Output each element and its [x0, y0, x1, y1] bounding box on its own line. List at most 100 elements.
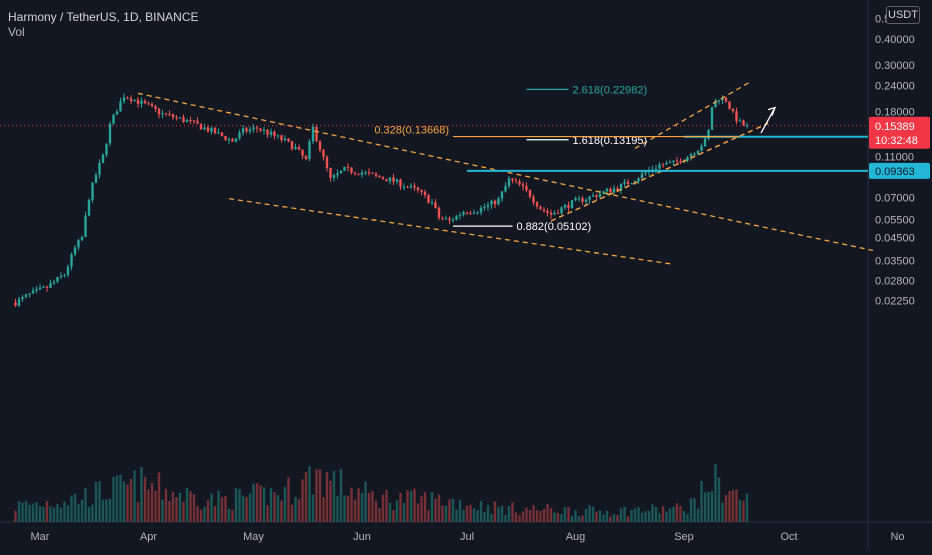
- candle[interactable]: [416, 186, 420, 193]
- candle[interactable]: [486, 201, 490, 211]
- candle[interactable]: [549, 209, 553, 219]
- candle[interactable]: [133, 99, 136, 102]
- candle[interactable]: [679, 158, 682, 165]
- candle[interactable]: [626, 178, 630, 186]
- candle[interactable]: [91, 181, 94, 203]
- candle[interactable]: [532, 194, 535, 206]
- candle[interactable]: [409, 183, 413, 190]
- candle[interactable]: [52, 279, 56, 286]
- candle[interactable]: [539, 205, 542, 210]
- candle[interactable]: [742, 119, 745, 127]
- candle[interactable]: [388, 177, 392, 185]
- candle[interactable]: [343, 166, 346, 172]
- candle[interactable]: [196, 117, 199, 124]
- candle[interactable]: [437, 206, 441, 221]
- candle[interactable]: [521, 181, 525, 191]
- candle[interactable]: [696, 150, 700, 156]
- candle[interactable]: [203, 123, 206, 131]
- candle[interactable]: [185, 118, 189, 123]
- candle[interactable]: [686, 155, 689, 163]
- candle[interactable]: [42, 285, 45, 289]
- candle[interactable]: [423, 189, 427, 199]
- candle[interactable]: [385, 178, 388, 182]
- candle[interactable]: [245, 126, 248, 134]
- candle[interactable]: [311, 123, 315, 144]
- candle[interactable]: [87, 198, 91, 217]
- candle[interactable]: [129, 95, 133, 105]
- candle[interactable]: [168, 110, 171, 117]
- candle[interactable]: [598, 189, 602, 199]
- candle[interactable]: [73, 245, 77, 257]
- candle[interactable]: [161, 109, 164, 119]
- candle[interactable]: [525, 182, 528, 193]
- candle[interactable]: [154, 104, 157, 112]
- candle[interactable]: [122, 93, 126, 104]
- candle[interactable]: [259, 128, 262, 133]
- candle[interactable]: [269, 128, 273, 138]
- candle[interactable]: [171, 113, 175, 120]
- candle[interactable]: [504, 182, 507, 193]
- candle[interactable]: [623, 179, 626, 187]
- candle[interactable]: [553, 210, 556, 215]
- candle[interactable]: [94, 172, 98, 184]
- candle[interactable]: [126, 96, 129, 100]
- candle[interactable]: [252, 123, 255, 133]
- candle[interactable]: [339, 170, 343, 174]
- candle[interactable]: [350, 167, 353, 175]
- candle[interactable]: [528, 189, 532, 199]
- candle[interactable]: [420, 189, 423, 196]
- candle[interactable]: [395, 178, 399, 185]
- channel-trendline[interactable]: [228, 198, 674, 265]
- candle[interactable]: [371, 172, 374, 174]
- candle[interactable]: [80, 235, 84, 242]
- candle[interactable]: [710, 106, 714, 130]
- candle[interactable]: [28, 293, 31, 298]
- candle[interactable]: [700, 143, 703, 152]
- candle[interactable]: [115, 109, 119, 115]
- candle[interactable]: [199, 123, 203, 130]
- candle[interactable]: [378, 175, 381, 178]
- current-price-tag[interactable]: 0.15389 10:32:48: [869, 116, 930, 149]
- candle[interactable]: [441, 216, 444, 221]
- candle[interactable]: [556, 209, 560, 215]
- candle[interactable]: [322, 149, 325, 161]
- channel-trendline[interactable]: [550, 122, 769, 222]
- candle[interactable]: [178, 117, 182, 119]
- arrow-shaft[interactable]: [760, 107, 776, 134]
- candle[interactable]: [500, 190, 504, 202]
- candle[interactable]: [224, 135, 227, 141]
- candle[interactable]: [182, 114, 185, 124]
- candle[interactable]: [318, 140, 322, 153]
- candle[interactable]: [497, 196, 500, 206]
- candle[interactable]: [364, 170, 367, 176]
- candle[interactable]: [451, 217, 455, 223]
- arrow-head[interactable]: [767, 106, 777, 116]
- candle[interactable]: [45, 285, 49, 292]
- candle[interactable]: [17, 296, 21, 308]
- candle[interactable]: [35, 286, 38, 294]
- candle[interactable]: [136, 96, 140, 108]
- candle[interactable]: [672, 160, 675, 166]
- currency-unit-label[interactable]: USDT: [886, 6, 920, 24]
- candle[interactable]: [430, 198, 434, 206]
- candle[interactable]: [399, 178, 402, 191]
- trend-lines[interactable]: [137, 81, 874, 265]
- candle[interactable]: [248, 126, 252, 135]
- candle[interactable]: [476, 211, 479, 215]
- candle[interactable]: [70, 252, 73, 271]
- candle[interactable]: [294, 143, 297, 150]
- candle[interactable]: [427, 193, 430, 204]
- candle[interactable]: [731, 108, 735, 114]
- candle[interactable]: [31, 287, 35, 294]
- candle[interactable]: [241, 125, 245, 136]
- candle[interactable]: [189, 116, 192, 125]
- fib-annotations[interactable]: 2.618(0.22982) 1.618(0.13195) 0.328(0.1366…: [374, 84, 740, 233]
- candle[interactable]: [728, 101, 731, 110]
- candle[interactable]: [24, 293, 28, 299]
- candle[interactable]: [381, 175, 385, 180]
- candle[interactable]: [462, 210, 465, 217]
- time-axis[interactable]: Mar Apr May Jun Jul Aug Sep Oct No: [31, 531, 905, 543]
- channel-trendline[interactable]: [634, 81, 751, 149]
